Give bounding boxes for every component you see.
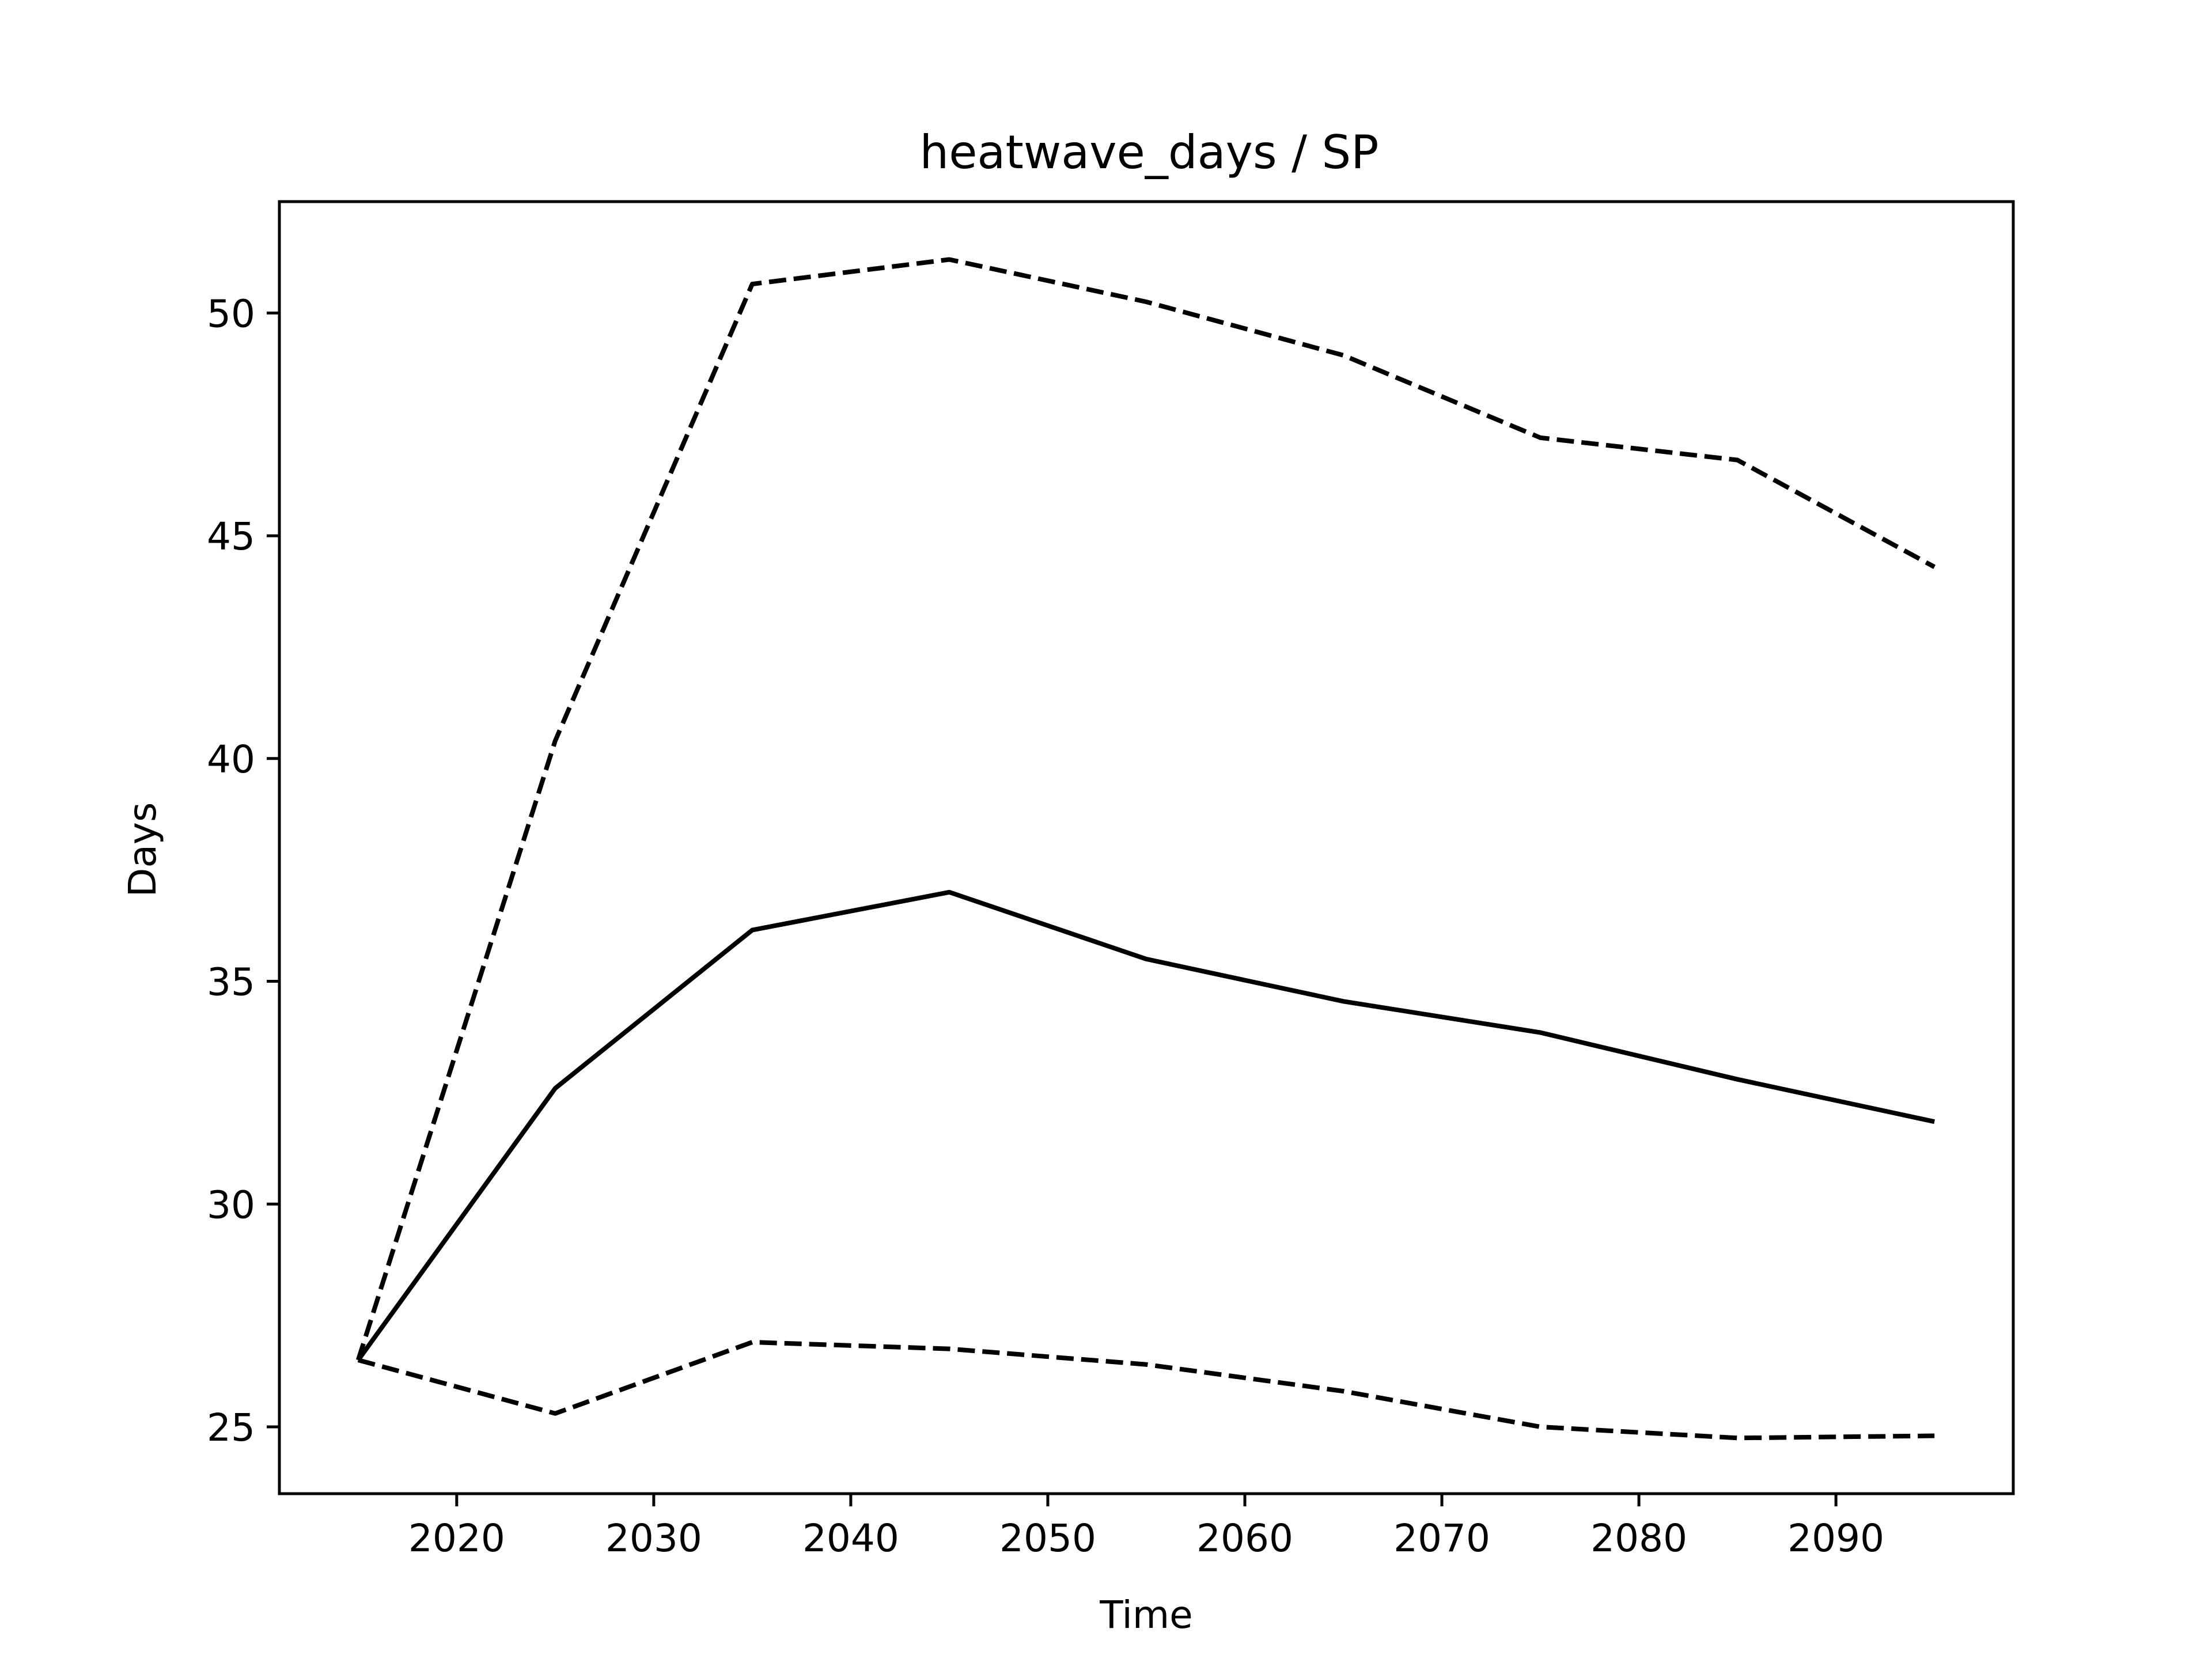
x-tick-label: 2080 [1590, 1516, 1687, 1560]
y-tick-label: 35 [207, 960, 255, 1005]
x-tick-label: 2050 [999, 1516, 1096, 1560]
series-line-1 [356, 889, 1936, 1362]
y-axis-ticks: 25 30 35 40 45 50 [207, 291, 279, 1450]
y-tick-label: 40 [207, 737, 255, 782]
y-tick-label: 30 [207, 1183, 255, 1227]
chart-title: heatwave_days / SP [920, 126, 1379, 179]
plot-area-frame [278, 200, 2015, 1495]
y-axis-label: Days [120, 802, 165, 897]
x-tick-label: 2030 [605, 1516, 702, 1560]
series-line-2 [355, 257, 1936, 1361]
x-tick-label: 2020 [408, 1516, 505, 1560]
x-tick-label: 2040 [802, 1516, 899, 1560]
series-layer [355, 257, 1936, 1441]
y-tick-label: 45 [207, 514, 255, 559]
x-tick-label: 2090 [1787, 1516, 1884, 1560]
y-tick-label: 25 [207, 1406, 255, 1450]
x-tick-label: 2060 [1196, 1516, 1293, 1560]
y-tick-label: 50 [207, 291, 255, 336]
series-line-3 [357, 1340, 1935, 1441]
x-axis-ticks: 2020 2030 2040 2050 2060 2070 2080 2090 [408, 1494, 1884, 1560]
x-tick-label: 2070 [1393, 1516, 1490, 1560]
x-axis-label: Time [1099, 1593, 1193, 1637]
